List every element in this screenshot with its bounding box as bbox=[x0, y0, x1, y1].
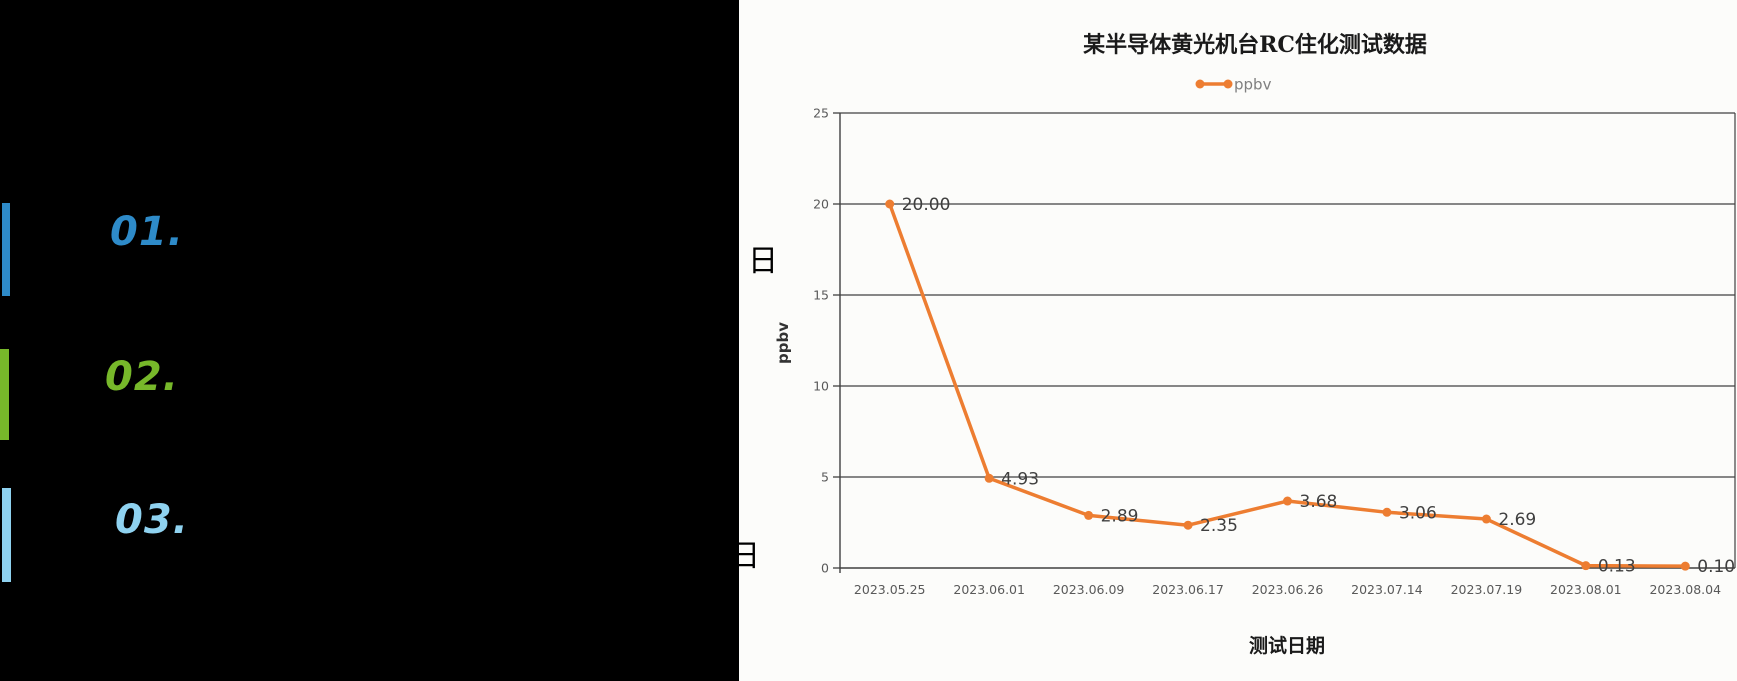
data-label: 2.69 bbox=[1498, 510, 1536, 530]
y-axis-title: ppbv bbox=[774, 322, 792, 364]
x-tick-label: 2023.05.25 bbox=[854, 582, 926, 597]
data-label: 2.89 bbox=[1101, 506, 1139, 526]
data-label: 4.93 bbox=[1001, 469, 1039, 489]
chart-panel: 0 5 10 15 20 25 2023.05.25 2023.06.01 2023.06.09… bbox=[739, 0, 1737, 681]
data-point bbox=[984, 473, 994, 483]
data-point bbox=[1283, 496, 1292, 506]
y-tick-label: 25 bbox=[813, 106, 829, 121]
stray-cjk-glyph-bottom: 日 bbox=[730, 539, 760, 574]
y-tick-label: 15 bbox=[813, 288, 829, 303]
item-number-3: 03. bbox=[115, 497, 189, 543]
x-tick-label: 2023.08.04 bbox=[1649, 582, 1721, 597]
data-label: 0.10 bbox=[1697, 557, 1735, 577]
x-tick-label: 2023.06.26 bbox=[1252, 582, 1324, 597]
accent-bar-3 bbox=[2, 488, 11, 582]
left-panel: 01. 02. 03. bbox=[0, 0, 739, 681]
item-number-1: 01. bbox=[110, 209, 184, 255]
data-point bbox=[885, 199, 895, 209]
data-label: 3.06 bbox=[1399, 503, 1437, 523]
chart-legend: ppbv bbox=[1195, 76, 1272, 94]
stray-cjk-glyph-top: 日 bbox=[748, 244, 778, 279]
data-label: 0.13 bbox=[1598, 557, 1636, 577]
y-tick-label: 20 bbox=[813, 197, 829, 212]
chart-series bbox=[885, 199, 1690, 571]
x-axis-title: 测试日期 bbox=[1249, 635, 1325, 657]
data-point bbox=[1680, 561, 1690, 571]
accent-bar-2 bbox=[0, 349, 9, 440]
chart-data-labels: 20.00 4.93 2.89 2.35 3.68 3.06 2.69 0.13 0.10 bbox=[902, 195, 1735, 577]
x-tick-label: 2023.06.09 bbox=[1053, 582, 1125, 597]
data-point bbox=[1084, 510, 1094, 520]
legend-dot bbox=[1195, 79, 1205, 89]
series-line bbox=[887, 202, 1688, 568]
legend-label: ppbv bbox=[1234, 76, 1272, 94]
y-tick-label: 0 bbox=[821, 561, 829, 576]
x-tick-label: 2023.06.01 bbox=[953, 582, 1025, 597]
data-label: 20.00 bbox=[902, 195, 951, 215]
x-tick-label: 2023.06.17 bbox=[1152, 582, 1224, 597]
data-point bbox=[1481, 514, 1491, 524]
chart-title: 某半导体黄光机台RC住化测试数据 bbox=[1083, 32, 1427, 58]
data-point bbox=[1581, 561, 1591, 571]
data-point bbox=[1382, 507, 1392, 517]
data-label: 2.35 bbox=[1200, 516, 1238, 536]
x-tick-label: 2023.08.01 bbox=[1550, 582, 1622, 597]
y-tick-label: 5 bbox=[821, 470, 829, 485]
line-chart: 0 5 10 15 20 25 2023.05.25 2023.06.01 2023.06.09… bbox=[774, 32, 1736, 657]
item-number-2: 02. bbox=[105, 354, 179, 400]
chart-axes: 0 5 10 15 20 25 2023.05.25 2023.06.01 2023.06.09… bbox=[813, 106, 1736, 597]
accent-bar-1 bbox=[2, 203, 10, 296]
data-label: 3.68 bbox=[1300, 492, 1338, 512]
x-tick-label: 2023.07.19 bbox=[1451, 582, 1523, 597]
legend-dot bbox=[1223, 79, 1233, 89]
x-tick-label: 2023.07.14 bbox=[1351, 582, 1423, 597]
y-tick-label: 10 bbox=[813, 379, 829, 394]
data-point bbox=[1183, 520, 1193, 530]
